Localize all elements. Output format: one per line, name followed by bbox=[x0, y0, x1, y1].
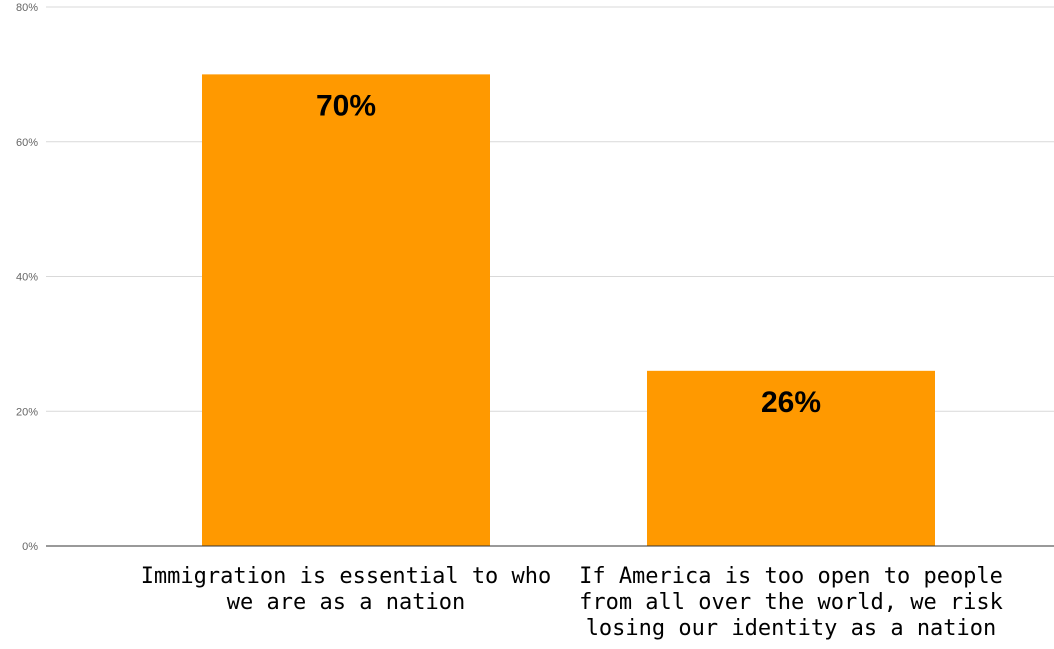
y-tick-label: 0% bbox=[22, 541, 38, 553]
x-category-label: from all over the world, we risk bbox=[579, 590, 1003, 615]
bar-data-label: 70% bbox=[316, 89, 376, 122]
gridlines bbox=[46, 6, 1054, 412]
y-axis-ticks: 0% 20% 40% 60% 80% bbox=[16, 2, 38, 553]
y-tick-label: 80% bbox=[16, 2, 38, 14]
y-tick-label: 40% bbox=[16, 272, 38, 284]
y-tick-label: 60% bbox=[16, 137, 38, 149]
bar-data-label: 26% bbox=[761, 386, 821, 419]
x-category-label: losing our identity as a nation bbox=[586, 616, 997, 641]
bar bbox=[647, 370, 935, 546]
x-category-label: Immigration is essential to who bbox=[141, 564, 552, 589]
x-category-label: If America is too open to people bbox=[579, 564, 1003, 589]
x-category-label: we are as a nation bbox=[227, 590, 465, 615]
y-tick-label: 20% bbox=[16, 406, 38, 418]
bars: 70% 26% bbox=[202, 74, 935, 546]
bar bbox=[202, 74, 490, 546]
